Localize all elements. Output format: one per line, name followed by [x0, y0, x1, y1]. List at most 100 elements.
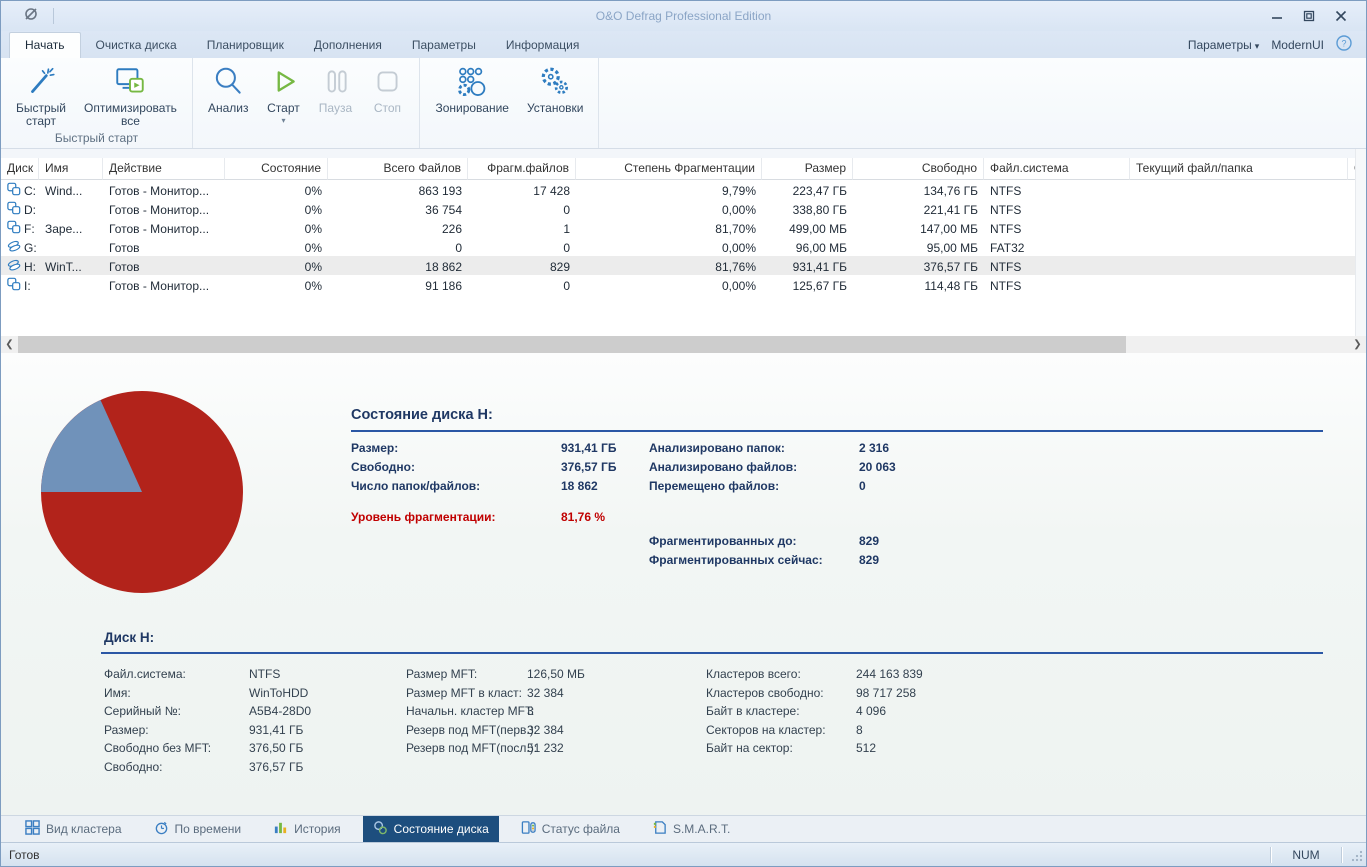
disk-details-col2: Размер MFT: 126,50 МБ Размер MFT в класт:… — [406, 667, 585, 755]
disk-status-rule — [351, 430, 1323, 432]
tab-addons[interactable]: Дополнения — [313, 38, 382, 52]
bar-chart-icon — [273, 820, 288, 838]
magic-wand-icon — [24, 65, 58, 99]
close-button[interactable] — [1330, 8, 1352, 24]
cluster-grid-icon — [25, 820, 40, 838]
file-status-icon — [521, 820, 536, 838]
col-current-file[interactable]: Текущий файл/папка — [1130, 158, 1348, 180]
pause-icon — [318, 65, 352, 99]
tab-cluster-view[interactable]: Вид кластера — [15, 816, 132, 842]
removable-drive-icon — [7, 239, 21, 256]
table-row[interactable]: D: Готов - Монитор... 0% 36 754 0 0,00% 33… — [1, 199, 1366, 218]
disk-details-col1: Файл.система: NTFS Имя: WinToHDD Серийный … — [104, 667, 312, 774]
zoning-icon — [455, 65, 489, 99]
quick-start-button[interactable]: Быстрый старт — [7, 58, 75, 128]
title-bar: O&O Defrag Professional Edition — [1, 1, 1366, 31]
ribbon-group-quick-start: Быстрый старт Оптимизировать все Быстрый… — [1, 58, 193, 148]
drive-table: Диск Имя Действие Состояние Всего Файлов… — [1, 149, 1366, 353]
skin-selector[interactable]: ModernUI — [1271, 37, 1324, 52]
col-frag-files[interactable]: Фрагм.файлов — [468, 158, 576, 180]
fragmented-counters: Фрагментированных до: 829 Фрагментированн… — [649, 534, 880, 567]
table-row[interactable]: C: Wind... Готов - Монитор... 0% 863 193 1… — [1, 180, 1366, 199]
fragmentation-level: Уровень фрагментации: 81,76 % — [351, 510, 606, 524]
ribbon-group-actions: Анализ Старт ▾ Пауза — [193, 58, 421, 148]
col-name[interactable]: Имя — [39, 158, 103, 180]
tab-disk-cleanup[interactable]: Очистка диска — [95, 38, 177, 52]
gear-icon — [538, 65, 572, 99]
table-row[interactable]: G: Готов 0% 0 0 0,00% 96,00 МБ 95,00 МБ FAT… — [1, 237, 1366, 256]
col-frag-degree[interactable]: Степень Фрагментации — [576, 158, 762, 180]
fixed-drive-icon — [7, 201, 21, 218]
disk-status-view: Состояние диска H: Размер: 931,41 ГБ Своб… — [1, 353, 1366, 815]
app-logo-icon[interactable] — [23, 6, 39, 27]
col-filesystem[interactable]: Файл.система — [984, 158, 1130, 180]
pause-button: Пауза — [309, 58, 361, 115]
ribbon-group-caption: Быстрый старт — [54, 131, 139, 145]
zoning-button[interactable]: Зонирование — [426, 58, 518, 115]
tab-options[interactable]: Параметры — [411, 38, 476, 52]
col-drive[interactable]: Диск — [1, 158, 39, 180]
optimize-all-button[interactable]: Оптимизировать все — [75, 58, 186, 128]
start-button[interactable]: Старт ▾ — [257, 58, 309, 125]
status-bar: Готов NUM — [1, 842, 1366, 866]
window-title: O&O Defrag Professional Edition — [595, 9, 772, 23]
restore-button[interactable] — [1298, 8, 1320, 24]
qat-separator — [53, 8, 54, 24]
tab-scheduler[interactable]: Планировщик — [206, 38, 284, 52]
disk-status-title: Состояние диска H: — [351, 407, 493, 423]
disk-details-col3: Кластеров всего: 244 163 839 Кластеров св… — [706, 667, 923, 755]
tab-disk-status[interactable]: Состояние диска — [362, 816, 499, 842]
horizontal-scrollbar[interactable]: ❮ ❯ — [1, 336, 1366, 353]
resize-grip[interactable] — [1342, 845, 1366, 865]
analyze-button[interactable]: Анализ — [199, 58, 258, 115]
col-size[interactable]: Размер — [762, 158, 853, 180]
drive-table-header: Диск Имя Действие Состояние Всего Файлов… — [1, 158, 1366, 180]
tab-smart[interactable]: S.M.A.R.T. — [642, 816, 740, 842]
svg-text:?: ? — [1341, 39, 1346, 49]
disk-status-right-column: Анализировано папок: 2 316 Анализировано … — [649, 441, 896, 493]
view-tab-bar: Вид кластера По времени История Состояни… — [1, 815, 1366, 842]
ribbon-group-config: Зонирование Установки — [420, 58, 600, 148]
tab-file-status[interactable]: Статус файла — [511, 816, 630, 842]
tab-info[interactable]: Информация — [505, 38, 580, 52]
disk-status-left-column: Размер: 931,41 ГБ Свободно: 376,57 ГБ Числ… — [351, 441, 617, 493]
col-total-files[interactable]: Всего Файлов — [328, 158, 468, 180]
scroll-left-arrow[interactable]: ❮ — [5, 339, 14, 350]
vertical-scrollbar[interactable] — [1355, 149, 1366, 336]
fixed-drive-icon — [7, 220, 21, 237]
disk-details-title: Диск H: — [104, 630, 155, 645]
col-free[interactable]: Свободно — [853, 158, 984, 180]
fragmentation-pie-chart — [41, 391, 243, 598]
table-row[interactable]: I: Готов - Монитор... 0% 91 186 0 0,00% 12… — [1, 275, 1366, 294]
tab-start[interactable]: Начать — [9, 32, 81, 58]
fixed-drive-icon — [7, 277, 21, 294]
options-dropdown[interactable]: Параметры ▾ — [1187, 37, 1260, 52]
stop-icon — [370, 65, 404, 99]
table-row-selected[interactable]: H: WinT... Готов 0% 18 862 829 81,76% 931,4… — [1, 256, 1366, 275]
tab-history[interactable]: История — [263, 816, 351, 842]
stop-button: Стоп — [361, 58, 413, 115]
disk-status-icon — [373, 820, 388, 838]
disk-details-rule — [101, 652, 1323, 654]
ribbon-tab-strip: Начать Очистка диска Планировщик Дополне… — [1, 31, 1366, 58]
optimize-all-icon — [113, 65, 147, 99]
pie-slice-free — [41, 399, 142, 492]
settings-button[interactable]: Установки — [518, 58, 592, 115]
scrollbar-thumb[interactable] — [18, 336, 1126, 353]
minimize-button[interactable] — [1266, 8, 1288, 24]
col-state[interactable]: Состояние — [225, 158, 328, 180]
start-dropdown-caret[interactable]: ▾ — [281, 116, 286, 125]
removable-drive-icon — [7, 258, 21, 275]
col-action[interactable]: Действие — [103, 158, 225, 180]
smart-report-icon — [652, 820, 667, 838]
help-icon[interactable]: ? — [1336, 35, 1352, 54]
fixed-drive-icon — [7, 182, 21, 199]
table-row[interactable]: F: Заре... Готов - Монитор... 0% 226 1 81,7… — [1, 218, 1366, 237]
num-lock-indicator: NUM — [1292, 847, 1320, 862]
stopwatch-icon — [154, 820, 169, 838]
play-icon — [266, 65, 300, 99]
scroll-right-arrow[interactable]: ❯ — [1353, 339, 1362, 350]
ribbon: Быстрый старт Оптимизировать все Быстрый… — [1, 58, 1366, 149]
tab-time-view[interactable]: По времени — [144, 816, 252, 842]
